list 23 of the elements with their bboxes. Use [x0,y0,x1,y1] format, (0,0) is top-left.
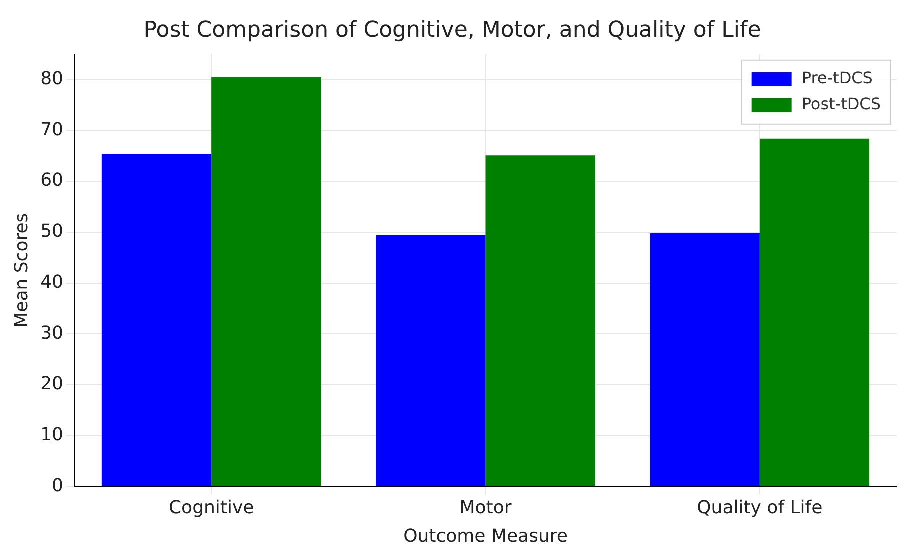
y-tick-label: 60 [40,170,64,192]
y-tick-label: 70 [40,119,64,140]
chart-title: Post Comparison of Cognitive, Motor, and Quality of Life [144,18,762,43]
bar [760,138,870,486]
y-tick-label: 20 [40,374,64,395]
x-axis-title: Outcome Measure [404,526,568,547]
y-tick-label: 80 [40,68,64,90]
bar [650,233,760,486]
y-tick-label: 30 [40,322,64,344]
y-tick-label: 0 [52,475,64,496]
bar [102,154,212,486]
bar [212,77,322,486]
y-axis-title: Mean Scores [11,213,32,328]
y-tick-label: 50 [40,221,64,242]
x-tick-label: Motor [460,497,512,518]
bar [376,234,486,486]
y-tick-label: 10 [40,424,64,446]
legend-label: Pre-tDCS [802,68,873,88]
legend-label: Post-tDCS [802,94,881,114]
y-tick-label: 40 [40,272,64,293]
bar [486,156,596,486]
x-tick-label: Quality of Life [697,497,823,518]
x-tick-label: Cognitive [168,497,254,518]
